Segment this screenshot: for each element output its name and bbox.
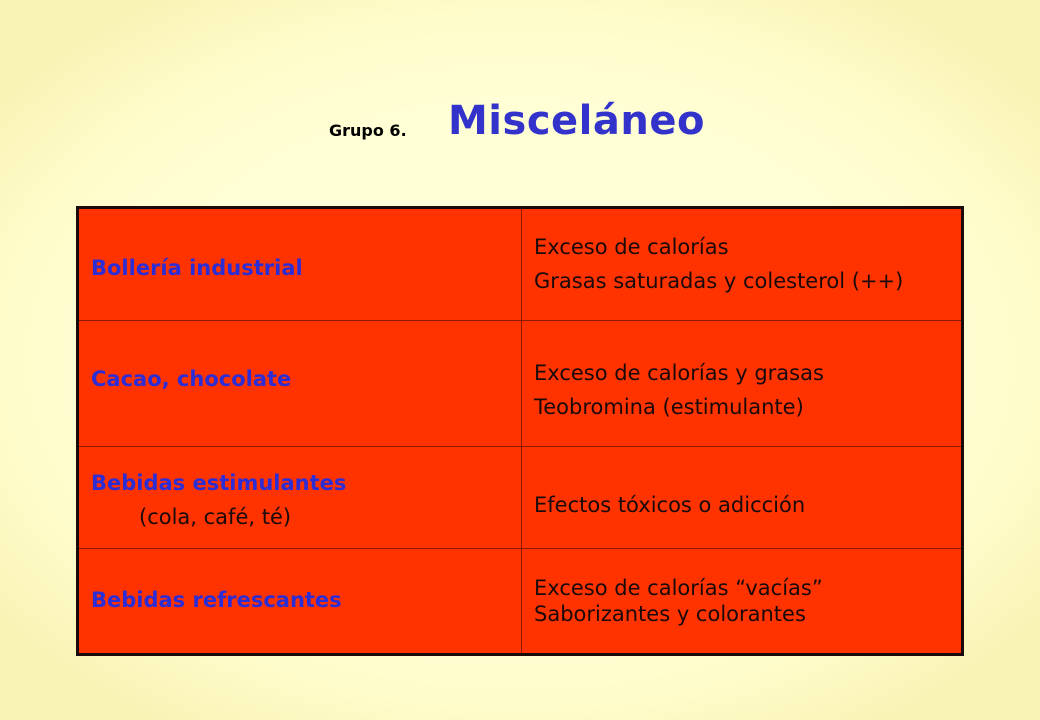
food-cell: Bebidas refrescantes bbox=[77, 548, 522, 655]
food-effects-table: Bollería industrial Exceso de calorías G… bbox=[76, 206, 964, 656]
food-cell: Bollería industrial bbox=[77, 207, 522, 321]
effects-cell: Efectos tóxicos o adicción bbox=[521, 446, 963, 549]
effect-item: Teobromina (estimulante) bbox=[534, 394, 804, 419]
table-row: Bollería industrial Exceso de calorías G… bbox=[77, 207, 963, 321]
food-name: Bollería industrial bbox=[91, 255, 303, 280]
slide-title: Misceláneo bbox=[448, 98, 705, 144]
food-name: Bebidas estimulantes bbox=[91, 471, 347, 496]
group-label: Grupo 6. bbox=[329, 121, 407, 140]
effect-item: Exceso de calorías y grasas bbox=[534, 361, 824, 386]
effect-item: Exceso de calorías “vacías” bbox=[534, 575, 823, 600]
effect-item: Efectos tóxicos o adicción bbox=[534, 492, 806, 517]
food-name: Bebidas refrescantes bbox=[91, 588, 342, 613]
effects-cell: Exceso de calorías y grasas Teobromina (… bbox=[521, 320, 963, 447]
table-row: Bebidas estimulantes (cola, café, té) Ef… bbox=[77, 446, 963, 549]
food-detail: (cola, café, té) bbox=[139, 504, 292, 529]
food-name: Cacao, chocolate bbox=[91, 366, 292, 391]
effect-item: Saborizantes y colorantes bbox=[534, 602, 806, 626]
effects-cell: Exceso de calorías “vacías” Saborizantes… bbox=[521, 548, 963, 655]
effect-item: Grasas saturadas y colesterol (++) bbox=[534, 268, 904, 293]
table-row: Bebidas refrescantes Exceso de calorías … bbox=[77, 548, 963, 655]
food-cell: Bebidas estimulantes (cola, café, té) bbox=[77, 446, 522, 549]
food-cell: Cacao, chocolate bbox=[77, 320, 522, 447]
effect-item: Exceso de calorías bbox=[534, 235, 729, 260]
slide-header: Grupo 6. Misceláneo bbox=[0, 98, 1040, 158]
effects-cell: Exceso de calorías Grasas saturadas y co… bbox=[521, 207, 963, 321]
table-row: Cacao, chocolate Exceso de calorías y gr… bbox=[77, 320, 963, 447]
